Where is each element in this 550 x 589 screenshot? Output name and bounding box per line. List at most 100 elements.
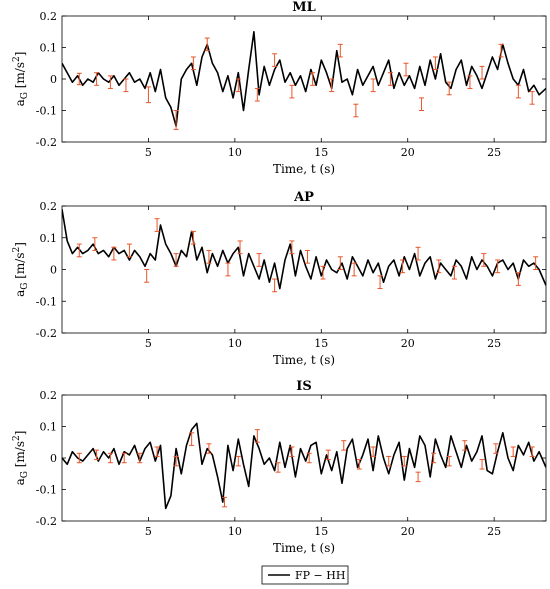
y-tick-label: 0.1 bbox=[40, 232, 58, 245]
series-line bbox=[62, 30, 546, 127]
error-bar bbox=[403, 62, 409, 77]
legend: FP − HH bbox=[261, 565, 349, 585]
y-tick-label: 0.2 bbox=[40, 200, 58, 213]
error-bar bbox=[206, 249, 212, 264]
panel-ml: ML 5 10 15 20 25 -0.2 -0.1 0 0.1 0.2 Time, t (s) aG … bbox=[12, 0, 547, 176]
error-bar bbox=[304, 249, 310, 264]
error-bar bbox=[94, 72, 100, 86]
error-bar bbox=[221, 496, 227, 508]
x-tick-label: 5 bbox=[145, 337, 152, 350]
error-bar bbox=[237, 240, 243, 255]
error-bar bbox=[310, 72, 316, 86]
error-bar bbox=[289, 446, 295, 457]
panel-title: ML bbox=[292, 0, 316, 15]
x-tick-label: 10 bbox=[228, 146, 242, 159]
error-bar bbox=[235, 78, 241, 93]
error-bar bbox=[325, 449, 331, 461]
x-tick-label: 5 bbox=[145, 146, 152, 159]
error-bar bbox=[320, 265, 326, 280]
error-bar bbox=[462, 440, 468, 451]
error-bar bbox=[173, 253, 179, 267]
error-bar bbox=[529, 446, 535, 457]
error-bar bbox=[107, 75, 113, 89]
y-tick-label: -0.1 bbox=[36, 105, 57, 118]
error-bar bbox=[190, 56, 196, 71]
error-bar bbox=[111, 246, 117, 261]
error-bar bbox=[533, 256, 539, 270]
error-bar bbox=[254, 429, 260, 443]
error-bar bbox=[154, 218, 160, 232]
error-bar bbox=[337, 256, 343, 270]
legend-box bbox=[261, 565, 349, 585]
error-bar bbox=[254, 87, 260, 102]
panel-title: AP bbox=[293, 190, 314, 205]
error-bar bbox=[377, 275, 383, 290]
error-bar bbox=[235, 455, 241, 467]
x-tick-label: 10 bbox=[228, 337, 242, 350]
y-tick-label: 0 bbox=[50, 452, 57, 465]
x-tick-label: 15 bbox=[314, 146, 328, 159]
error-bar bbox=[137, 452, 143, 464]
error-bar bbox=[479, 459, 485, 470]
error-bar bbox=[446, 455, 452, 467]
error-bar bbox=[123, 78, 129, 93]
error-bar bbox=[446, 81, 452, 96]
error-bar bbox=[510, 446, 516, 457]
error-bar bbox=[386, 455, 392, 467]
y-tick-label: 0 bbox=[50, 264, 57, 277]
error-bar bbox=[107, 452, 113, 464]
x-axis-label: Time, t (s) bbox=[273, 353, 335, 367]
error-bar bbox=[92, 237, 98, 251]
error-bar bbox=[173, 110, 179, 130]
error-bar bbox=[341, 440, 347, 451]
y-axis-label: aG [m/s2] bbox=[12, 52, 30, 107]
error-bar bbox=[76, 72, 82, 86]
error-bar bbox=[154, 446, 160, 457]
error-bar bbox=[356, 459, 362, 470]
error-bar bbox=[256, 253, 262, 267]
y-tick-label: -0.1 bbox=[36, 295, 57, 308]
error-bar bbox=[498, 43, 504, 58]
error-bar bbox=[431, 452, 437, 464]
panels: ML 5 10 15 20 25 -0.2 -0.1 0 0.1 0.2 Time, t (s) aG … bbox=[12, 0, 547, 555]
error-bar bbox=[76, 243, 82, 258]
y-tick-label: 0.1 bbox=[40, 42, 58, 55]
error-bar bbox=[479, 65, 485, 80]
y-axis-label: aG [m/s2] bbox=[12, 242, 30, 297]
panel-title: IS bbox=[296, 379, 311, 394]
error-bar bbox=[415, 246, 421, 261]
error-bar bbox=[353, 103, 359, 118]
error-bar bbox=[515, 84, 521, 99]
x-tick-label: 25 bbox=[487, 337, 501, 350]
error-bar bbox=[206, 443, 212, 454]
error-bar bbox=[289, 84, 295, 99]
x-axis-label: Time, t (s) bbox=[273, 541, 335, 555]
error-bar bbox=[432, 56, 438, 71]
legend-label: FP − HH bbox=[295, 569, 345, 582]
x-tick-label: 25 bbox=[487, 146, 501, 159]
error-bar bbox=[400, 259, 406, 274]
y-tick-label: 0.2 bbox=[40, 10, 58, 23]
error-bar bbox=[495, 259, 501, 274]
error-bar bbox=[419, 97, 425, 111]
y-tick-label: 0.1 bbox=[40, 421, 58, 434]
y-tick-label: -0.2 bbox=[36, 515, 57, 528]
x-tick-label: 20 bbox=[401, 146, 415, 159]
error-bar bbox=[204, 37, 210, 52]
error-bar bbox=[173, 455, 179, 467]
error-bar bbox=[144, 269, 150, 283]
y-axis-label: aG [m/s2] bbox=[12, 431, 30, 486]
error-bar bbox=[436, 259, 442, 274]
y-tick-label: -0.2 bbox=[36, 327, 57, 340]
error-bar bbox=[415, 471, 421, 483]
panel-is: IS 5 10 15 20 25 -0.2 -0.1 0 0.1 0.2 Time, t (s) aG … bbox=[12, 379, 547, 555]
panel-ap: AP 5 10 15 20 25 -0.2 -0.1 0 0.1 0.2 Time, t (s) aG … bbox=[12, 190, 547, 367]
error-bar bbox=[94, 449, 100, 461]
x-tick-label: 20 bbox=[401, 525, 415, 538]
error-bar bbox=[76, 452, 82, 464]
error-bar bbox=[190, 230, 196, 245]
x-tick-label: 15 bbox=[314, 525, 328, 538]
y-tick-label: 0.2 bbox=[40, 389, 58, 402]
